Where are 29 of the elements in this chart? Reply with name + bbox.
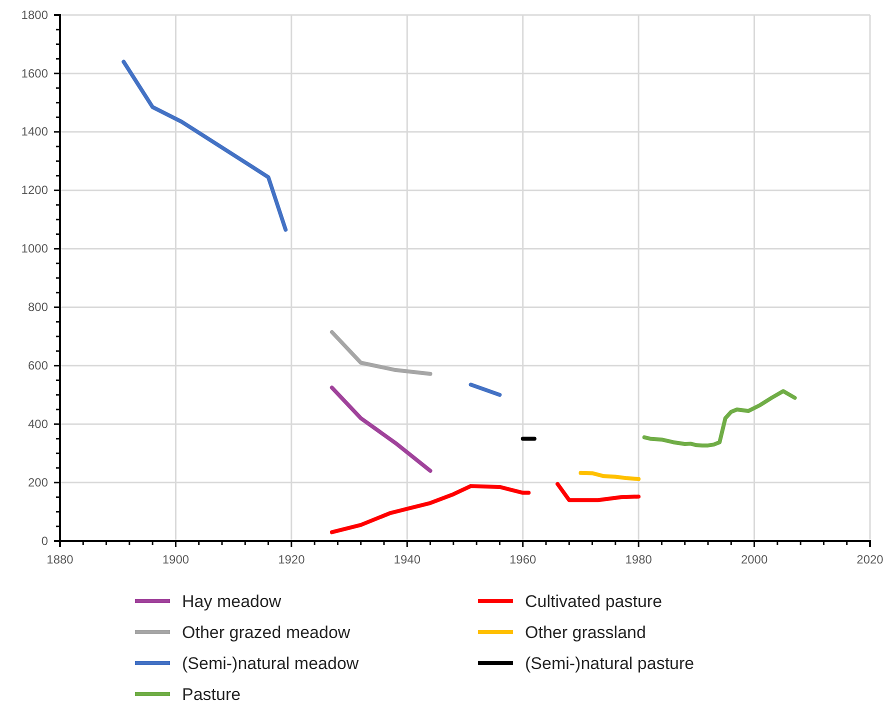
y-tick-label: 1800	[21, 8, 48, 22]
legend-label: (Semi-)natural pasture	[525, 654, 694, 673]
x-tick-label: 1900	[162, 552, 190, 567]
y-tick-label: 1000	[21, 242, 48, 256]
y-tick-label: 1400	[21, 124, 48, 139]
legend-label: Other grazed meadow	[182, 623, 351, 642]
x-tick-label: 1920	[278, 552, 306, 567]
y-tick-label: 1200	[21, 183, 48, 198]
x-tick-label: 1980	[625, 552, 652, 567]
x-tick-label: 2000	[740, 552, 768, 567]
x-tick-label: 2020	[856, 552, 884, 567]
line-series	[578, 470, 641, 482]
legend-label: (Semi-)natural meadow	[182, 654, 360, 673]
legend-label: Cultivated pasture	[525, 592, 662, 611]
line-series	[642, 389, 797, 448]
legend-label: Other grassland	[525, 623, 646, 642]
y-tick-label: 1600	[21, 66, 48, 80]
line-series	[330, 386, 432, 473]
y-tick-label: 600	[28, 358, 48, 373]
legend-label: Pasture	[182, 685, 241, 703]
legend-label: Hay meadow	[182, 592, 282, 611]
x-tick-label: 1940	[394, 552, 421, 567]
x-tick-label: 1960	[510, 552, 537, 567]
line-series	[330, 330, 432, 376]
y-tick-label: 0	[41, 534, 48, 548]
x-tick-label: 1880	[46, 552, 74, 567]
y-tick-label: 800	[28, 300, 48, 314]
y-tick-label: 400	[28, 416, 48, 431]
y-tick-label: 200	[28, 475, 48, 490]
